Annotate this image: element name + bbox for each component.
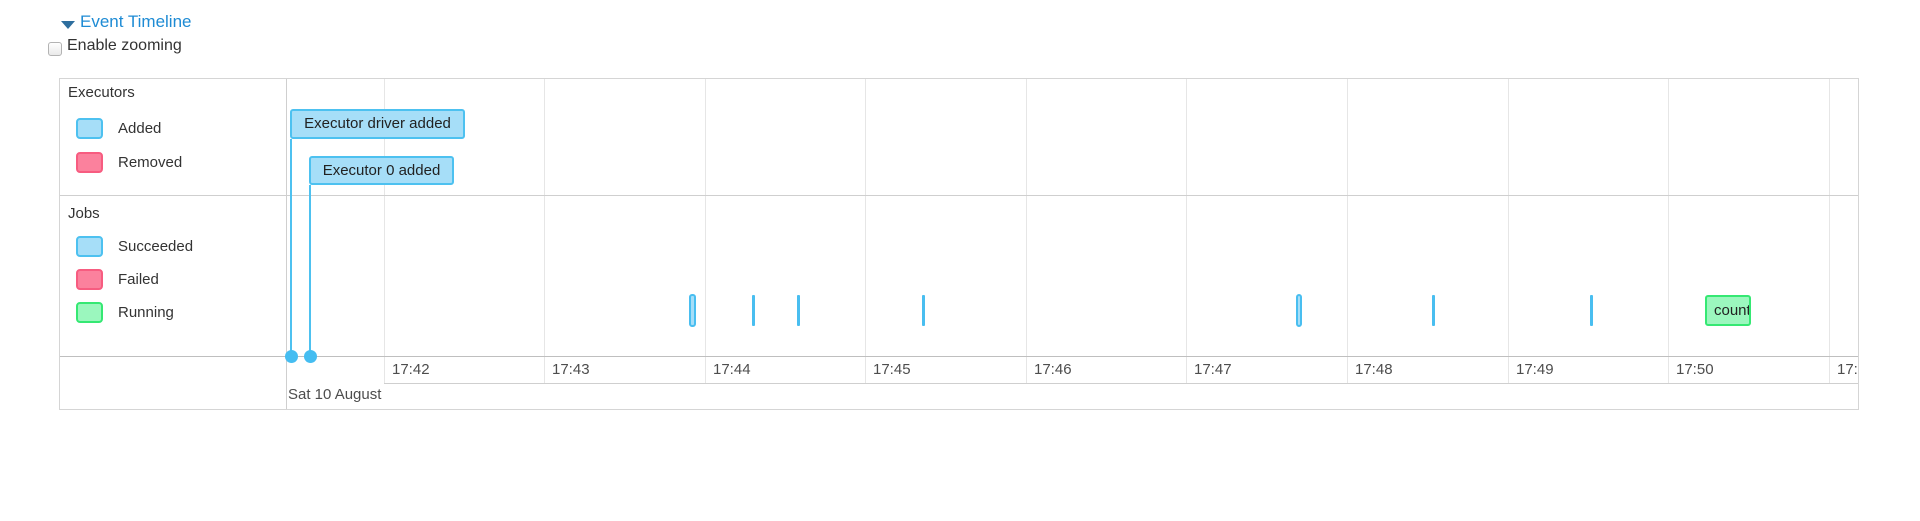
axis-tick-label: 17:43 xyxy=(552,361,590,378)
grid-line xyxy=(1347,79,1348,383)
grid-line xyxy=(384,79,385,383)
grid-line xyxy=(1186,79,1187,383)
grid-line xyxy=(705,79,706,383)
enable-zooming-label[interactable]: Enable zooming xyxy=(67,37,182,54)
date-label: Sat 10 August xyxy=(288,386,382,403)
legend-group-title: Executors xyxy=(68,84,135,101)
legend-swatch-failed xyxy=(76,269,103,290)
axis-tick-label: 17:5 xyxy=(1837,361,1858,378)
grid-line xyxy=(865,79,866,383)
job-event-bar[interactable] xyxy=(922,295,925,326)
axis-tick-label: 17:50 xyxy=(1676,361,1714,378)
axis-line xyxy=(60,356,1858,357)
legend-label-succeeded: Succeeded xyxy=(118,238,194,255)
executor-event-dot xyxy=(284,349,298,363)
timeline-chart: 17:42 17:43 17:44 17:45 17:46 17:47 17:48 17:49… xyxy=(59,78,1859,410)
executor-event-dot xyxy=(303,349,317,363)
legend-label-failed: Failed xyxy=(118,271,159,288)
enable-zooming-checkbox[interactable] xyxy=(48,42,62,56)
running-job-box[interactable]: count xyxy=(1705,295,1751,326)
job-event-bar[interactable] xyxy=(1296,294,1302,327)
legend-label-removed: Removed xyxy=(118,154,183,171)
axis-tick-label: 17:42 xyxy=(392,361,430,378)
legend-group-title: Jobs xyxy=(68,205,100,222)
job-event-bar[interactable] xyxy=(689,294,696,327)
legend-swatch-removed xyxy=(76,152,103,173)
job-event-bar[interactable] xyxy=(797,295,800,326)
axis-sublabel-line xyxy=(384,383,1858,384)
legend-swatch-succeeded xyxy=(76,236,103,257)
grid-line xyxy=(1829,79,1830,383)
legend-label-added: Added xyxy=(118,120,162,137)
group-divider xyxy=(60,195,1858,196)
job-event-bar[interactable] xyxy=(752,295,755,326)
grid-line xyxy=(1026,79,1027,383)
grid-line xyxy=(1508,79,1509,383)
executor-event-box[interactable]: Executor 0 added xyxy=(309,156,454,185)
axis-tick-label: 17:44 xyxy=(713,361,751,378)
executor-event-line xyxy=(290,139,292,356)
legend-label-running: Running xyxy=(118,304,174,321)
legend-border xyxy=(286,79,287,409)
legend-swatch-running xyxy=(76,302,103,323)
legend-swatch-added xyxy=(76,118,103,139)
axis-tick-label: 17:45 xyxy=(873,361,911,378)
executor-event-line xyxy=(309,185,311,356)
job-event-bar[interactable] xyxy=(1432,295,1435,326)
axis-tick-label: 17:49 xyxy=(1516,361,1554,378)
grid-line xyxy=(544,79,545,383)
job-event-bar[interactable] xyxy=(1590,295,1593,326)
axis-tick-label: 17:48 xyxy=(1355,361,1393,378)
axis-tick-label: 17:46 xyxy=(1034,361,1072,378)
collapse-arrow-icon xyxy=(61,21,75,29)
axis-tick-label: 17:47 xyxy=(1194,361,1232,378)
section-title: Event Timeline xyxy=(80,12,192,31)
timeline-canvas: 17:42 17:43 17:44 17:45 17:46 17:47 17:48 17:49… xyxy=(60,79,1858,409)
executor-event-box[interactable]: Executor driver added xyxy=(290,109,465,139)
grid-line xyxy=(1668,79,1669,383)
